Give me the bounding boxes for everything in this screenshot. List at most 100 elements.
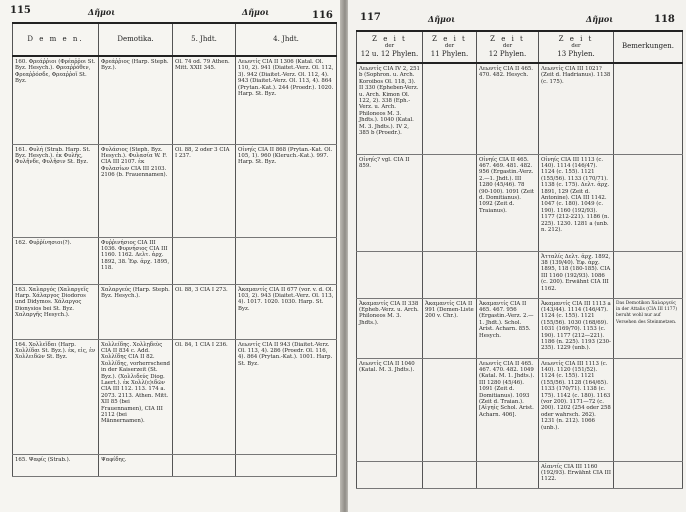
- table-cell: Ἀκαμαντίς CIA II 677 (vor. v. d. Ol. 103…: [235, 284, 337, 340]
- table-cell: [235, 454, 337, 477]
- header-line: der: [444, 43, 455, 50]
- header-line: der: [571, 43, 581, 50]
- column-header: Bemerkungen.: [613, 30, 683, 64]
- table-cell: Οἰνηίς? vgl. CIA II 859.: [356, 154, 423, 252]
- header-line: Z e i t: [372, 34, 407, 43]
- table-cell: Ol. 88, 2 oder 3 CIA I 237.: [172, 144, 236, 238]
- table-cell: Λεωντίς CIA II 1306 (Katal. Ol. 110, 2).…: [235, 56, 337, 145]
- demes-table-left: D e m e n. Demotika. 5. Jhdt. 4. Jhdt. 1…: [12, 22, 337, 477]
- header-line: der: [502, 43, 513, 50]
- table-row: 164. Χολλεῖδαι (Harp. Χολλίδαι St. Byz.)…: [12, 339, 337, 455]
- column-header: Z e i t der 12 u. 12 Phylen.: [356, 30, 423, 64]
- running-head: Δῆμοι: [428, 14, 456, 24]
- table-row: Λεωντίς CIA II 1040 (Katal. M. 3. Jhdts.…: [356, 358, 683, 462]
- table-cell: Λεωντίς CIA III 1021? (Zeit d. Hadrianus…: [538, 63, 614, 155]
- table-cell: [356, 251, 423, 299]
- table-cell: 163. Χαλαργός (Χαλαργεῖς Harp. Χάλαργος …: [12, 284, 99, 340]
- table-row: Ἀκαμαντίς CIA II 338 (Epheb.-Verz. u. Ar…: [356, 298, 683, 359]
- table-cell: Φυλάσιος (Steph. Byz. Hesych.). Φυλασία …: [98, 144, 173, 238]
- header-line: 13 Phylen.: [557, 49, 595, 58]
- table-cell: [422, 63, 477, 155]
- table-cell: [422, 154, 477, 252]
- table-row: 165. Ψαφίς (Strab.). Ψαφίδης.: [12, 454, 337, 477]
- table-row: 162. Φυῤῥίνησιοι(?). Φυῤῥινήσιος CIA III …: [12, 237, 337, 285]
- header-line: Bemerkungen.: [621, 42, 675, 51]
- table-cell: Χαλαργεύς (Harp. Steph. Byz. Hesych.).: [98, 284, 173, 340]
- table-cell: Χολλείδης. Χολλῃδεὺς CIA II 834 c. Add. …: [98, 339, 173, 455]
- table-row: 163. Χαλαργός (Χαλαργεῖς Harp. Χάλαργος …: [12, 284, 337, 340]
- table-cell: [172, 237, 236, 285]
- table-row: Ἀτταλίς Δελτ. ἀρχ. 1892, 38 (139/40). Ἐφ…: [356, 251, 683, 299]
- running-head: Δῆμοι: [586, 14, 614, 24]
- table-cell: Ἀκαμαντίς CIA II 991 (Demen-Liste 200 v.…: [422, 298, 477, 359]
- table-cell: [476, 461, 539, 489]
- table-cell: Ol. 74 od. 79 Athen. Mitt. XXII 345.: [172, 56, 236, 145]
- table-cell: [476, 251, 539, 299]
- header-line: 12 Phylen.: [488, 49, 527, 58]
- table-cell: Λεωντίς CIA III 1113 (c. 140). 1120 (151…: [538, 358, 614, 462]
- table-cell: [235, 237, 337, 285]
- table-cell: Λεωντίς CIA II 465. 470. 482. Hesych.: [476, 63, 539, 155]
- page-number: 115: [10, 5, 31, 16]
- table-row: 161. Φυλή (Strab. Harp. St. Byz. Hesych.…: [12, 144, 337, 238]
- column-header: Demotika.: [98, 22, 173, 57]
- table-cell: Οἰνηίς CIA III 1113 (c. 140). 1114 (146/…: [538, 154, 614, 252]
- book-gutter: [340, 0, 350, 512]
- header-line: Z e i t: [490, 34, 525, 43]
- page-number: 118: [654, 14, 675, 25]
- running-head: Δῆμοι: [88, 7, 116, 17]
- table-cell: Ἀκαμαντίς CIA II 338 (Epheb.-Verz. u. Ar…: [356, 298, 423, 359]
- table-row: Οἰνηίς? vgl. CIA II 859. Οἰνηίς CIA II 46…: [356, 154, 683, 252]
- table-cell: Ψαφίδης.: [98, 454, 173, 477]
- page-number: 117: [360, 12, 381, 23]
- right-page: 117 Δῆμοι Δῆμοι 118 Z e i t der 12 u. 12 P…: [348, 0, 686, 512]
- column-header: Z e i t der 12 Phylen.: [476, 30, 539, 64]
- table-cell: Φυῤῥινήσιος CIA III 1036. Φυρνήσιος CIA …: [98, 237, 173, 285]
- table-cell: 161. Φυλή (Strab. Harp. St. Byz. Hesych.…: [12, 144, 99, 238]
- table-cell: Ol. 88, 3 CIA I 273.: [172, 284, 236, 340]
- table-row: 160. Φρεάῤῥιοι (Φρέαῤῥοι St. Byz. Hesych…: [12, 56, 337, 145]
- table-cell: [422, 251, 477, 299]
- table-cell: 160. Φρεάῤῥιοι (Φρέαῤῥοι St. Byz. Hesych…: [12, 56, 99, 145]
- table-cell: Ἀκαμαντίς CIA III 1113 a (143/44). 1114 …: [538, 298, 614, 359]
- table-cell: Αἰαντίς CIA III 1160 (192/93). Erwähnt C…: [538, 461, 614, 489]
- running-head: Δῆμοι: [242, 7, 270, 17]
- demes-table-right: Z e i t der 12 u. 12 Phylen. Z e i t der 11 …: [356, 30, 683, 489]
- column-header: D e m e n.: [12, 22, 99, 57]
- table-cell: Ἀκαμαντίς CIA II 465. 467. 956 (Ergastin…: [476, 298, 539, 359]
- table-cell: [613, 154, 683, 252]
- header-line: der: [384, 43, 395, 50]
- table-cell: [613, 63, 683, 155]
- header-line: Z e i t: [558, 34, 594, 43]
- table-row: Λεωντίς CIA IV 2, 251 b (Sophron. u. Arc…: [356, 63, 683, 155]
- table-cell: [422, 461, 477, 489]
- column-header: 4. Jhdt.: [235, 22, 337, 57]
- table-cell: 164. Χολλεῖδαι (Harp. Χολλίδαι St. Byz.)…: [12, 339, 99, 455]
- column-header: 5. Jhdt.: [172, 22, 236, 57]
- table-cell: Οἰνηίς CIA II 868 (Prytan.-Kat. Ol. 105,…: [235, 144, 337, 238]
- table-cell: Οἰνηίς CIA II 465. 467. 469. 481. 482. 9…: [476, 154, 539, 252]
- table-cell: Λεωντίς CIA II 465. 467. 470. 482. 1049 …: [476, 358, 539, 462]
- table-cell: 162. Φυῤῥίνησιοι(?).: [12, 237, 99, 285]
- table-cell: [172, 454, 236, 477]
- table-row: Αἰαντίς CIA III 1160 (192/93). Erwähnt C…: [356, 461, 683, 489]
- table-cell: [613, 461, 683, 489]
- table-cell: Λεωντίς CIA II 943 (Diaitet.-Verz. Ol. 1…: [235, 339, 337, 455]
- column-header: Z e i t der 13 Phylen.: [538, 30, 614, 64]
- table-cell: Λεωντίς CIA IV 2, 251 b (Sophron. u. Arc…: [356, 63, 423, 155]
- table-cell: Λεωντίς CIA II 1040 (Katal. M. 3. Jhdts.…: [356, 358, 423, 462]
- table-cell: [613, 251, 683, 299]
- column-header: Z e i t der 11 Phylen.: [422, 30, 477, 64]
- table-cell: Ἀτταλίς Δελτ. ἀρχ. 1892, 38 (139/40). Ἐφ…: [538, 251, 614, 299]
- table-cell: [613, 358, 683, 462]
- left-page: 115 Δῆμοι Δῆμοι 116 D e m e n. Demotika.…: [0, 0, 342, 512]
- table-header-row: Z e i t der 12 u. 12 Phylen. Z e i t der 11 …: [356, 30, 683, 64]
- page-number: 116: [312, 10, 333, 21]
- table-cell: 165. Ψαφίς (Strab.).: [12, 454, 99, 477]
- table-cell: [422, 358, 477, 462]
- header-line: 11 Phylen.: [430, 49, 469, 58]
- table-cell: Φρεάῤῥιος (Harp. Steph. Byz.).: [98, 56, 173, 145]
- header-line: 12 u. 12 Phylen.: [360, 49, 419, 58]
- table-header-row: D e m e n. Demotika. 5. Jhdt. 4. Jhdt.: [12, 22, 337, 57]
- header-line: Z e i t: [432, 34, 467, 43]
